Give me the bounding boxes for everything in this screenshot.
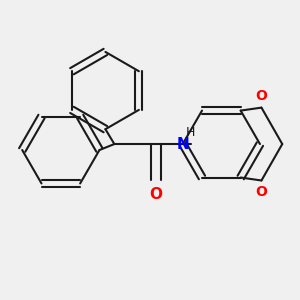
Text: O: O <box>149 187 162 202</box>
Text: O: O <box>256 185 267 199</box>
Text: N: N <box>176 136 189 152</box>
Text: H: H <box>186 126 195 139</box>
Text: O: O <box>256 89 267 103</box>
